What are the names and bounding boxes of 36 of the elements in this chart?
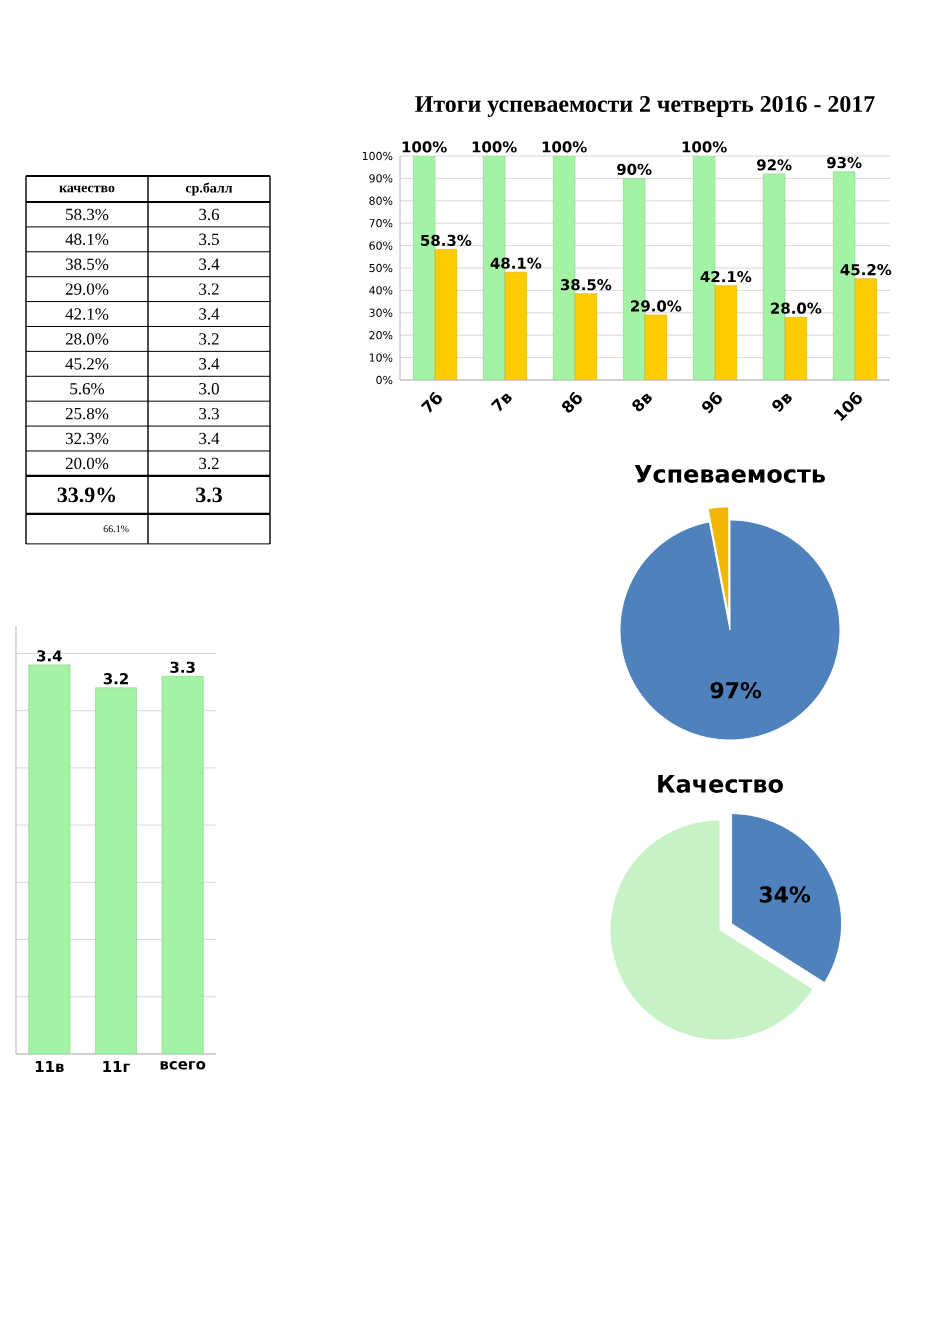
text: 32.3% bbox=[65, 432, 109, 445]
text: 3.4 bbox=[199, 308, 220, 320]
text: 45.2% bbox=[65, 358, 109, 370]
text: 29.0% bbox=[65, 283, 109, 295]
text: 3.3 bbox=[196, 487, 222, 503]
text: 3.2 bbox=[199, 457, 219, 470]
bar bbox=[504, 271, 527, 380]
text: 3.5 bbox=[199, 233, 219, 246]
text: 48.1% bbox=[65, 233, 109, 246]
text: 38.5% bbox=[65, 258, 109, 270]
bar bbox=[714, 285, 737, 380]
data-label: 34% bbox=[759, 886, 811, 903]
chart-title: Итоги успеваемости 2 четверть 2016 - 2017 bbox=[415, 95, 875, 117]
text: 42.1% bbox=[65, 308, 109, 320]
text: 3.0 bbox=[199, 383, 219, 395]
chart-title: Качество bbox=[658, 775, 783, 793]
bar bbox=[434, 249, 457, 380]
bar bbox=[854, 278, 877, 380]
text: 3.4 bbox=[199, 258, 220, 270]
text: 3.2 bbox=[199, 333, 219, 345]
chart-title: Успеваемость bbox=[634, 465, 825, 483]
text: 3.2 bbox=[199, 283, 219, 295]
bar bbox=[784, 316, 807, 380]
text: 3.4 bbox=[199, 358, 220, 370]
text: 3.3 bbox=[199, 407, 219, 420]
bar bbox=[644, 314, 667, 380]
data-label: 97% bbox=[710, 681, 762, 699]
text: 3.4 bbox=[199, 432, 220, 445]
text: 33.9% bbox=[57, 487, 116, 503]
text: 5.6% bbox=[70, 383, 105, 395]
text: 28.0% bbox=[65, 333, 109, 345]
text: 3.6 bbox=[199, 208, 220, 221]
bar bbox=[574, 293, 597, 380]
text: 25.8% bbox=[65, 407, 109, 420]
text: 58.3% bbox=[66, 208, 109, 221]
text: 20.0% bbox=[65, 457, 109, 470]
